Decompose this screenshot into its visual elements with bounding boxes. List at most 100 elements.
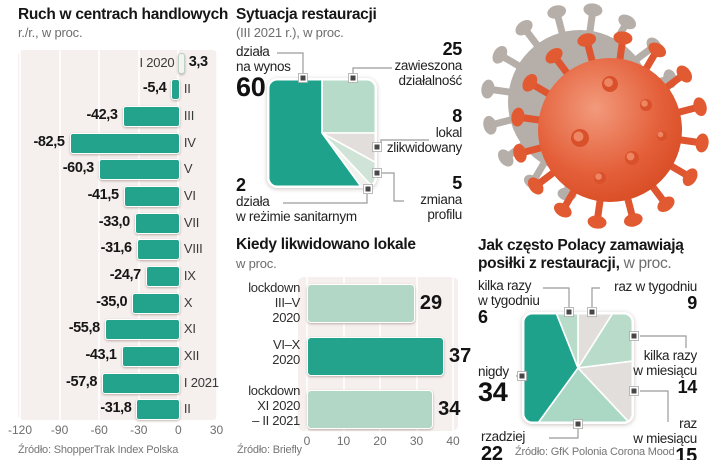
closures-chart-title: Kiedy likwidowano lokale: [236, 236, 416, 253]
callout-value: 25: [442, 39, 463, 59]
mall-bar-month: II: [183, 401, 191, 417]
callout-value: 34: [478, 377, 508, 407]
axis-tick: 0: [175, 423, 182, 437]
closures-row-label: lockdown XI 2020 – II 2021: [248, 383, 300, 428]
closures-chart-source: Źródło: Briefly: [237, 444, 302, 456]
callout-label: zmiana profilu: [420, 192, 462, 222]
mall-bar-month: VIII: [183, 241, 203, 257]
mall-bar-month: XII: [183, 347, 200, 363]
mall-bar-value: -5,4: [142, 80, 167, 97]
mall-bar: [134, 212, 181, 234]
mall-bar: [102, 372, 181, 394]
axis-tick: 30: [409, 434, 424, 448]
callout-label: rzadziej: [481, 429, 526, 444]
mall-chart-panel: 3,3 I 2020 -5,4 II -42,3 III -82,5 IV -60,3 V -41,…: [18, 50, 219, 421]
mall-bar-month: X: [183, 294, 193, 310]
callout-label: działa w reżimie sanitarnym: [236, 194, 357, 224]
mall-bar: [178, 52, 185, 74]
axis-tick: -120: [7, 423, 33, 437]
ordering-chart-source: Źródło: GfK Polonia Corona Mood: [515, 446, 675, 458]
mall-bar-value: -60,3: [62, 160, 94, 177]
mall-bar-value: -82,5: [33, 133, 65, 150]
pie-slice: [321, 132, 376, 187]
closures-row-label: lockdown III–V 2020: [248, 280, 300, 325]
mall-bar-month: I 2020: [139, 54, 175, 70]
ordering-title-line2: posiłki z restauracji,: [478, 254, 620, 272]
mall-bar-month: VII: [183, 214, 200, 230]
axis-tick: 20: [373, 434, 387, 448]
mall-bar: [136, 399, 181, 421]
virus-body: [511, 31, 709, 229]
ordering-square-pie-chart: [522, 312, 634, 424]
callout-rzadziej: rzadziej 22: [481, 429, 525, 460]
mall-bar: [171, 79, 181, 101]
closures-bar-value: 37: [449, 345, 472, 367]
mall-bar-value: -31,8: [100, 400, 132, 417]
callout-dziala-na-wynos: działa na wynos 60: [236, 44, 291, 101]
pie-slice: [321, 132, 376, 179]
axis-tick: -90: [50, 423, 69, 437]
grid-line: [58, 50, 61, 420]
closures-chart-axis: 0 10 20 30 40: [298, 434, 460, 448]
mall-bar: [122, 105, 181, 127]
callout-value: 9: [687, 293, 697, 313]
mall-bar-value: -43,1: [85, 346, 117, 363]
mall-bar: [136, 239, 181, 261]
mall-bar: [69, 132, 181, 154]
callout-nigdy: nigdy 34: [478, 364, 509, 407]
grid-line: [19, 50, 21, 420]
closures-bar: [307, 284, 415, 323]
callout-lokal-zlikwidowany: 8 lokal zlikwidowany: [387, 107, 462, 155]
grid-line: [452, 277, 454, 431]
callout-connector: [352, 67, 392, 74]
callout-connector: [543, 287, 570, 307]
axis-tick: 0: [303, 434, 311, 448]
ordering-title-units: w proc.: [619, 254, 672, 272]
mall-bar-month: V: [183, 161, 193, 177]
mall-bar-month: VI: [183, 187, 196, 203]
callout-label: zawieszona działalność: [394, 58, 462, 88]
mall-bar-value: -42,3: [86, 106, 118, 123]
mall-bar-value: -57,8: [66, 373, 98, 390]
grid-line: [98, 50, 101, 420]
axis-tick: -30: [130, 423, 148, 437]
mall-bar-month: IX: [183, 267, 196, 283]
mall-bar: [98, 159, 181, 181]
situation-chart-title: Sytuacja restauracji: [236, 6, 377, 23]
pie-slice: [268, 79, 376, 187]
callout-kilka-razy-w-tygodniu: kilka razy w tygodniu 6: [478, 278, 540, 326]
callout-zawieszona-dzialalnosc: 25 zawieszona działalność: [394, 40, 462, 88]
callout-connector: [640, 335, 687, 348]
pie-slice: [577, 313, 633, 369]
pie-slice: [577, 355, 633, 423]
axis-tick: 30: [209, 423, 224, 437]
callout-value: 22: [481, 443, 503, 460]
closures-row-label: VI–X 2020: [272, 337, 300, 367]
callout-label: kilka razy w tygodniu: [478, 278, 540, 308]
mall-bar-month: II: [183, 81, 191, 97]
closures-bar: [307, 390, 434, 429]
pie-slice: [542, 313, 579, 369]
callout-value: 14: [677, 377, 698, 397]
callout-connector: [380, 172, 404, 202]
situation-chart-subtitle: (III 2021 r.), w proc.: [236, 25, 344, 40]
mall-bar-value: -35,0: [96, 293, 128, 310]
mall-chart-axis: -120 -90 -60 -30 0 30: [8, 423, 223, 437]
callout-connector: [591, 287, 600, 307]
closures-bar-value: 34: [438, 398, 461, 420]
grid-line: [177, 50, 180, 420]
callout-label: działa na wynos: [236, 44, 291, 74]
callout-value: 5: [452, 173, 462, 193]
callout-value: 6: [478, 307, 488, 327]
callout-label: nigdy: [478, 364, 509, 379]
mall-bar-month: IV: [183, 134, 196, 150]
mall-bar-month: III: [183, 107, 195, 123]
coronavirus-icon: [481, 3, 709, 229]
situation-square-pie-chart: [267, 78, 377, 188]
pie-slice: [321, 79, 376, 134]
axis-tick: 10: [336, 434, 351, 448]
callout-connector: [549, 429, 579, 439]
callout-label: kilka razy w miesiącu: [633, 348, 697, 378]
axis-tick: 40: [446, 434, 460, 448]
